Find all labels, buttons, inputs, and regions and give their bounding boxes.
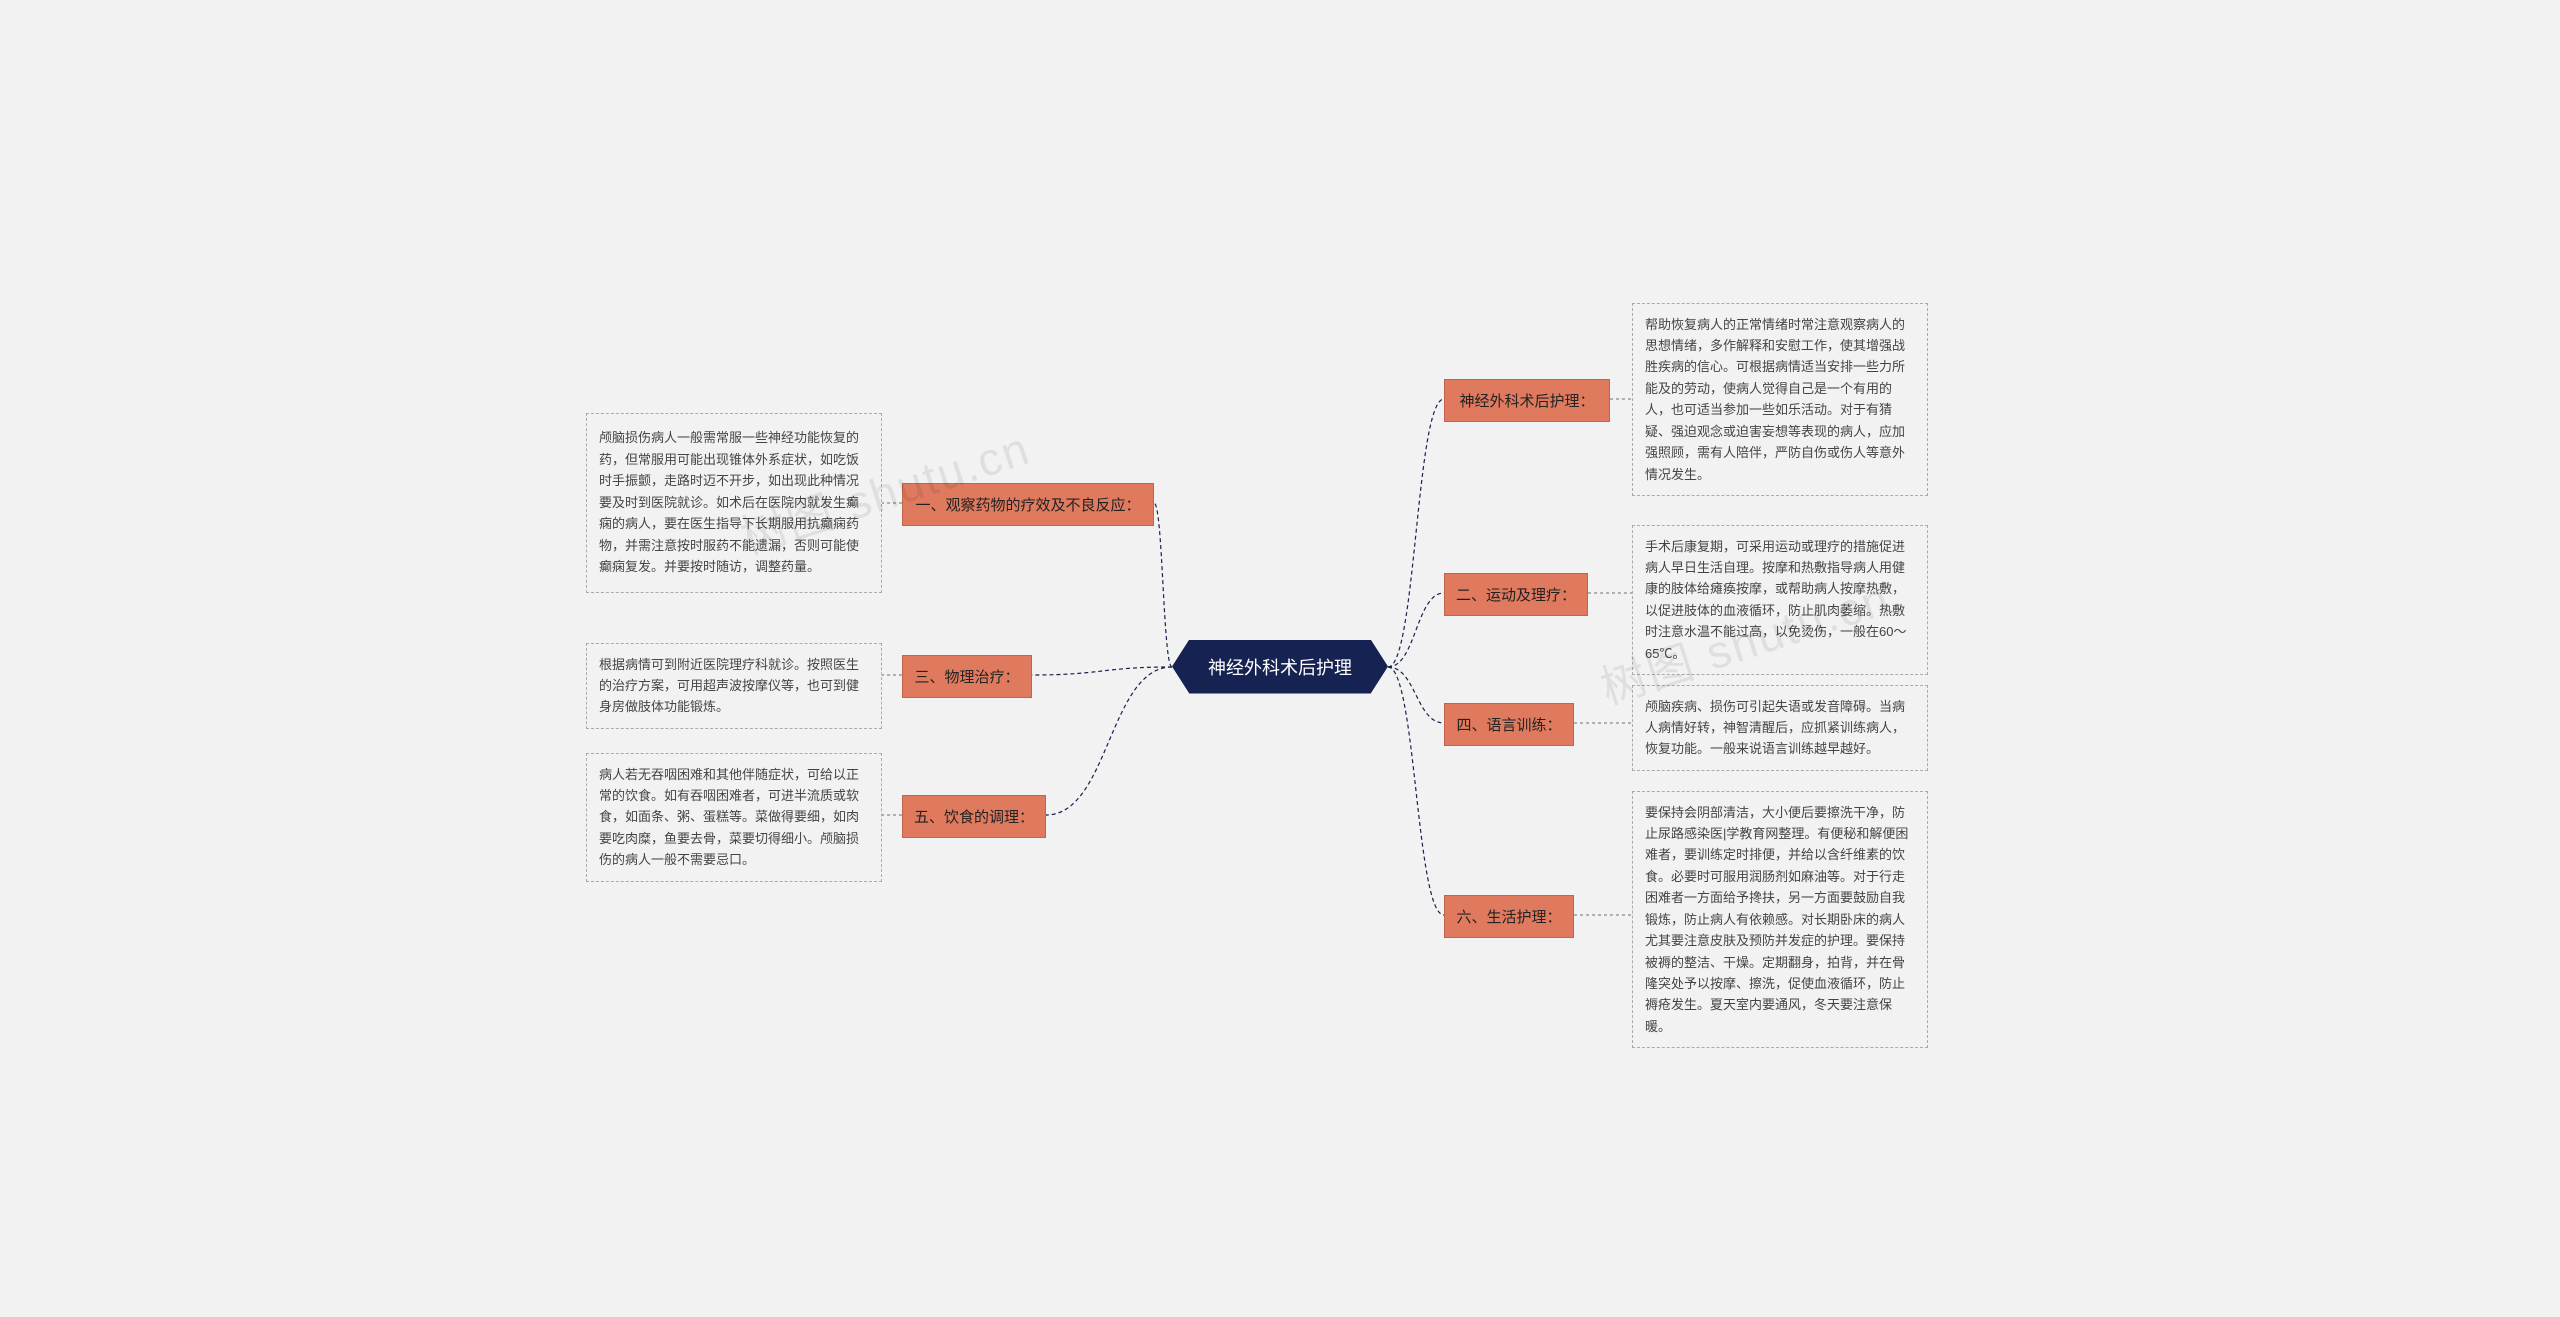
root-label: 神经外科术后护理 — [1208, 654, 1352, 680]
topic-label: 二、运动及理疗： — [1456, 584, 1576, 605]
detail-node: 手术后康复期，可采用运动或理疗的措施促进病人早日生活自理。按摩和热敷指导病人用健… — [1632, 525, 1928, 676]
mindmap-canvas: 神经外科术后护理 一、观察药物的疗效及不良反应： 颅脑损伤病人一般需常服一些神经… — [524, 267, 2036, 1051]
detail-text: 要保持会阴部清洁，大小便后要擦洗干净，防止尿路感染医|学教育网整理。有便秘和解便… — [1645, 802, 1915, 1038]
topic-node-observe-drugs[interactable]: 一、观察药物的疗效及不良反应： — [902, 483, 1154, 526]
detail-node: 要保持会阴部清洁，大小便后要擦洗干净，防止尿路感染医|学教育网整理。有便秘和解便… — [1632, 791, 1928, 1049]
topic-label: 六、生活护理： — [1457, 906, 1562, 927]
detail-node: 根据病情可到附近医院理疗科就诊。按照医生的治疗方案，可用超声波按摩仪等，也可到健… — [586, 643, 882, 729]
topic-label: 一、观察药物的疗效及不良反应： — [916, 494, 1141, 515]
detail-text: 颅脑疾病、损伤可引起失语或发音障碍。当病人病情好转，神智清醒后，应抓紧训练病人，… — [1645, 696, 1915, 760]
topic-label: 四、语言训练： — [1457, 714, 1562, 735]
topic-node-exercise-physio[interactable]: 二、运动及理疗： — [1444, 573, 1588, 616]
topic-node-speech-training[interactable]: 四、语言训练： — [1444, 703, 1574, 746]
detail-node: 帮助恢复病人的正常情绪时常注意观察病人的思想情绪，多作解释和安慰工作，使其增强战… — [1632, 303, 1928, 497]
topic-node-physical-therapy[interactable]: 三、物理治疗： — [902, 655, 1032, 698]
topic-node-daily-care[interactable]: 六、生活护理： — [1444, 895, 1574, 938]
detail-text: 帮助恢复病人的正常情绪时常注意观察病人的思想情绪，多作解释和安慰工作，使其增强战… — [1645, 314, 1915, 486]
root-node[interactable]: 神经外科术后护理 — [1172, 640, 1388, 694]
detail-text: 病人若无吞咽困难和其他伴随症状，可给以正常的饮食。如有吞咽困难者，可进半流质或软… — [599, 764, 869, 871]
detail-node: 病人若无吞咽困难和其他伴随症状，可给以正常的饮食。如有吞咽困难者，可进半流质或软… — [586, 753, 882, 882]
detail-node: 颅脑损伤病人一般需常服一些神经功能恢复的药，但常服用可能出现锥体外系症状，如吃饭… — [586, 413, 882, 593]
topic-node-diet[interactable]: 五、饮食的调理： — [902, 795, 1046, 838]
detail-text: 颅脑损伤病人一般需常服一些神经功能恢复的药，但常服用可能出现锥体外系症状，如吃饭… — [599, 427, 869, 577]
topic-label: 三、物理治疗： — [915, 666, 1020, 687]
detail-text: 手术后康复期，可采用运动或理疗的措施促进病人早日生活自理。按摩和热敷指导病人用健… — [1645, 536, 1915, 665]
detail-text: 根据病情可到附近医院理疗科就诊。按照医生的治疗方案，可用超声波按摩仪等，也可到健… — [599, 654, 869, 718]
topic-node-postop-care[interactable]: 神经外科术后护理： — [1444, 379, 1610, 422]
topic-label: 神经外科术后护理： — [1460, 390, 1595, 411]
detail-node: 颅脑疾病、损伤可引起失语或发音障碍。当病人病情好转，神智清醒后，应抓紧训练病人，… — [1632, 685, 1928, 771]
topic-label: 五、饮食的调理： — [914, 806, 1034, 827]
